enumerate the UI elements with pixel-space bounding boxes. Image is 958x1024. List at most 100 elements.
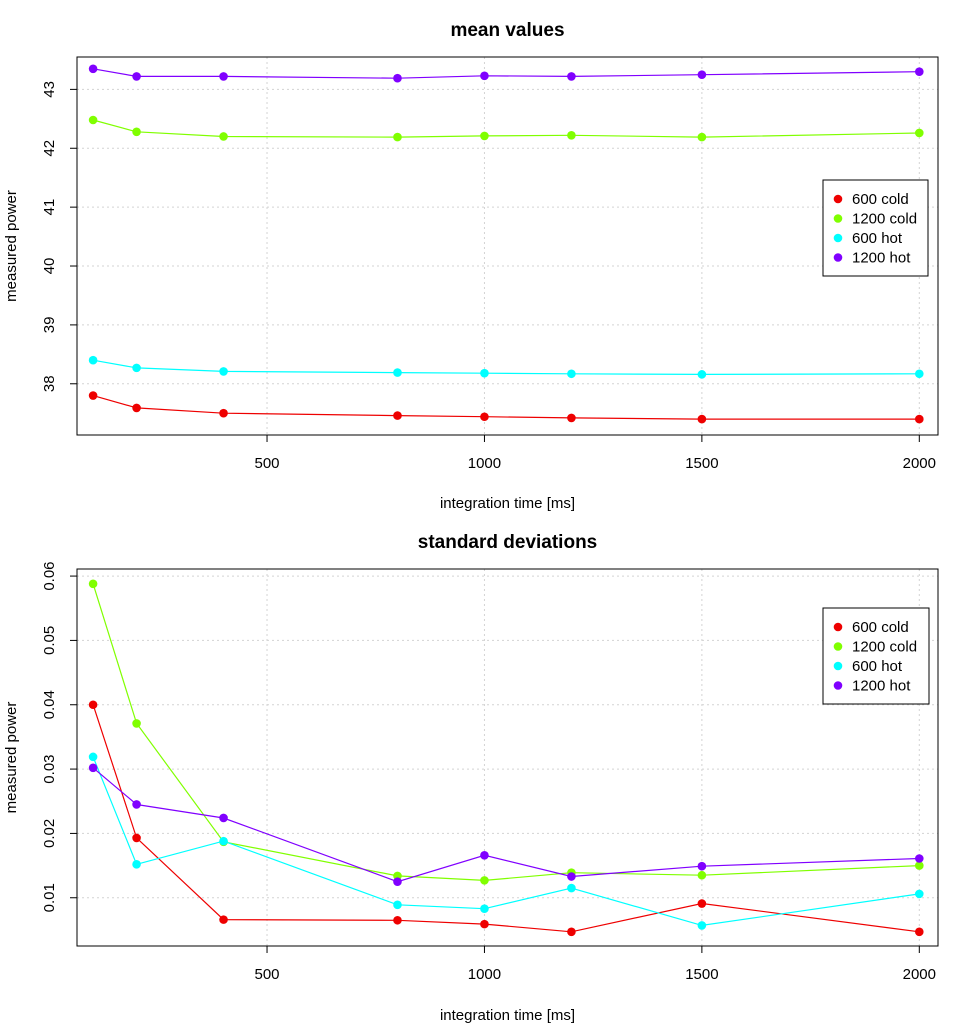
chart-panel-standard-deviations: standard deviations 500 1000 1500 2000 0.01 0.… <box>3 532 939 1024</box>
data-point <box>915 927 924 937</box>
data-point <box>88 391 98 400</box>
y-tick-label: 0.01 <box>41 883 58 912</box>
series-600-hot <box>88 752 924 930</box>
legend-label: 1200 cold <box>852 639 917 656</box>
series-1200-cold <box>88 579 924 885</box>
legend-label: 1200 cold <box>852 211 917 228</box>
data-point <box>88 355 98 365</box>
data-point <box>393 411 402 420</box>
data-point <box>567 927 576 937</box>
x-tick-label: 500 <box>255 966 280 983</box>
data-point <box>915 414 924 424</box>
series-line <box>92 68 920 79</box>
series-1200-cold <box>88 115 924 142</box>
x-axis-label: integration time [ms] <box>440 495 575 512</box>
legend-marker <box>833 233 843 243</box>
series-line <box>92 767 920 883</box>
legend-label: 1200 hot <box>852 250 911 267</box>
data-point <box>219 408 228 418</box>
series-600-cold <box>88 391 924 424</box>
data-point <box>480 71 489 81</box>
data-point <box>480 919 489 929</box>
data-point <box>88 64 98 74</box>
series-line <box>92 704 920 933</box>
data-point <box>219 367 228 376</box>
data-point <box>567 883 576 893</box>
x-tick-label: 2000 <box>903 966 936 983</box>
data-point <box>88 700 98 710</box>
y-tick-label: 42 <box>41 140 58 157</box>
data-point <box>567 872 576 881</box>
data-point <box>480 131 489 141</box>
chart-panel-mean-values: mean values 500 1000 1500 2000 38 39 40 41 42 43 in… <box>3 20 939 512</box>
data-point <box>393 73 402 83</box>
data-point <box>915 67 924 77</box>
data-point <box>480 850 489 860</box>
y-tick-label: 0.05 <box>41 626 58 655</box>
data-point <box>480 412 489 422</box>
data-point <box>88 752 98 762</box>
data-point <box>697 70 707 79</box>
legend-marker <box>833 622 843 632</box>
legend-label: 600 hot <box>852 658 903 675</box>
y-tick-label: 0.03 <box>41 754 58 783</box>
x-tick-label: 1000 <box>468 455 501 472</box>
chart-title: standard deviations <box>418 532 598 553</box>
data-point <box>219 813 228 823</box>
data-point <box>393 900 402 910</box>
legend-marker <box>833 661 843 671</box>
data-point <box>132 833 141 843</box>
legend-marker <box>833 642 843 651</box>
data-point <box>567 369 576 379</box>
x-tick-label: 1000 <box>468 966 501 983</box>
data-point <box>697 899 707 908</box>
data-point <box>480 876 489 885</box>
series-600-hot <box>88 355 924 379</box>
data-point <box>697 921 707 930</box>
y-tick-label: 0.06 <box>41 561 58 590</box>
data-point <box>567 72 576 81</box>
data-point <box>567 413 576 423</box>
series-line <box>92 119 920 138</box>
data-point <box>219 915 228 924</box>
plot-frame <box>76 568 939 947</box>
plot-frame <box>76 56 939 436</box>
data-point <box>219 132 228 141</box>
data-point <box>88 763 98 773</box>
y-axis-label: measured power <box>3 702 20 814</box>
data-point <box>393 915 402 925</box>
data-point <box>132 719 141 728</box>
series-1200-hot <box>88 64 924 83</box>
data-point <box>219 836 228 846</box>
y-tick-label: 0.04 <box>41 690 58 719</box>
data-point <box>697 870 707 880</box>
data-point <box>88 115 98 125</box>
legend-marker <box>833 214 843 223</box>
chart-title: mean values <box>450 20 564 41</box>
x-tick-label: 1500 <box>685 455 718 472</box>
legend-marker <box>833 253 843 262</box>
data-point <box>567 131 576 140</box>
x-tick-label: 500 <box>255 455 280 472</box>
series-line <box>92 583 920 882</box>
legend-label: 600 cold <box>852 191 909 208</box>
data-point <box>219 72 228 81</box>
data-point <box>697 414 707 424</box>
y-tick-label: 39 <box>41 317 58 334</box>
y-tick-label: 41 <box>41 199 58 216</box>
data-point <box>915 128 924 138</box>
data-point <box>393 132 402 142</box>
legend-label: 1200 hot <box>852 678 911 695</box>
legend: 600 cold 1200 cold 600 hot 1200 hot <box>822 607 930 705</box>
data-point <box>915 889 924 899</box>
data-point <box>132 800 141 809</box>
data-point <box>697 370 707 379</box>
data-point <box>697 861 707 871</box>
y-tick-label: 40 <box>41 258 58 275</box>
legend-marker <box>833 681 843 690</box>
legend-label: 600 cold <box>852 619 909 636</box>
x-tick-label: 1500 <box>685 966 718 983</box>
series-1200-hot <box>88 763 924 886</box>
data-point <box>132 403 141 413</box>
